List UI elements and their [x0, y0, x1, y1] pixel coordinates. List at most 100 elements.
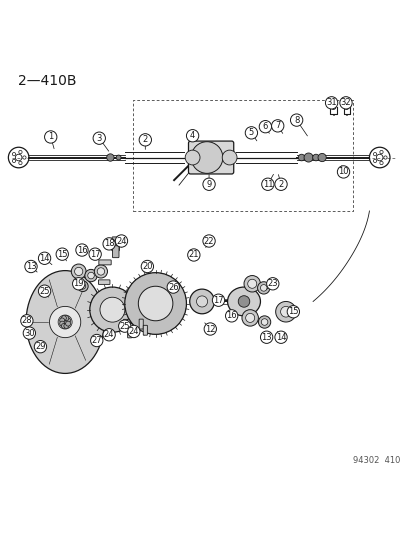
Text: 13: 13 — [26, 262, 36, 271]
Circle shape — [222, 150, 237, 165]
Text: 21: 21 — [188, 251, 199, 260]
Circle shape — [298, 154, 304, 161]
Text: 2—410B: 2—410B — [18, 74, 76, 88]
Circle shape — [77, 281, 88, 292]
Circle shape — [167, 281, 179, 293]
Circle shape — [141, 260, 153, 273]
Circle shape — [185, 150, 199, 165]
Text: 23: 23 — [267, 279, 278, 288]
Circle shape — [90, 334, 103, 346]
Text: 5: 5 — [248, 128, 254, 138]
Text: 11: 11 — [262, 180, 273, 189]
Circle shape — [303, 153, 312, 162]
Circle shape — [247, 279, 256, 288]
Circle shape — [59, 318, 64, 323]
Circle shape — [116, 155, 121, 160]
Circle shape — [186, 130, 198, 142]
FancyBboxPatch shape — [127, 327, 131, 338]
FancyBboxPatch shape — [112, 237, 119, 251]
Text: 28: 28 — [21, 316, 32, 325]
Circle shape — [266, 278, 278, 290]
Circle shape — [287, 305, 299, 318]
Circle shape — [85, 269, 97, 282]
Text: 18: 18 — [104, 239, 114, 248]
Circle shape — [23, 327, 36, 340]
Circle shape — [127, 325, 140, 337]
Circle shape — [274, 331, 287, 343]
Circle shape — [34, 341, 47, 353]
Text: 4: 4 — [190, 131, 195, 140]
Circle shape — [383, 156, 386, 159]
Text: 8: 8 — [293, 116, 299, 125]
Circle shape — [71, 264, 86, 279]
Circle shape — [257, 282, 269, 294]
Circle shape — [312, 154, 318, 161]
Circle shape — [260, 285, 266, 291]
Circle shape — [379, 150, 382, 154]
Circle shape — [100, 297, 125, 322]
Circle shape — [337, 166, 349, 178]
FancyBboxPatch shape — [98, 280, 110, 285]
Circle shape — [191, 142, 222, 173]
Circle shape — [243, 276, 260, 292]
Text: 2: 2 — [278, 180, 283, 189]
Text: 24: 24 — [116, 237, 126, 246]
Circle shape — [280, 306, 291, 317]
Text: 7: 7 — [274, 122, 280, 131]
Text: 13: 13 — [261, 333, 271, 342]
Text: 26: 26 — [168, 282, 178, 292]
Text: 10: 10 — [337, 167, 348, 176]
Circle shape — [50, 306, 81, 337]
Circle shape — [115, 235, 127, 247]
FancyBboxPatch shape — [99, 260, 111, 265]
Text: 16: 16 — [76, 246, 87, 255]
Circle shape — [118, 320, 131, 332]
Circle shape — [290, 114, 302, 126]
Circle shape — [261, 319, 267, 325]
Text: 15: 15 — [57, 249, 67, 259]
Circle shape — [97, 268, 104, 275]
Circle shape — [59, 321, 64, 326]
Circle shape — [94, 265, 107, 278]
Circle shape — [66, 321, 70, 326]
Circle shape — [237, 296, 249, 307]
Circle shape — [379, 161, 382, 165]
Text: 12: 12 — [204, 325, 215, 334]
Circle shape — [212, 294, 224, 306]
Circle shape — [38, 285, 51, 297]
Circle shape — [275, 302, 296, 322]
Text: 27: 27 — [91, 336, 102, 345]
Circle shape — [245, 313, 254, 322]
Text: 32: 32 — [340, 98, 351, 107]
Circle shape — [138, 286, 173, 321]
Text: 25: 25 — [39, 287, 50, 296]
Circle shape — [317, 154, 325, 161]
Text: 14: 14 — [39, 254, 50, 263]
Text: 2: 2 — [142, 135, 147, 144]
Circle shape — [271, 120, 283, 132]
Circle shape — [241, 310, 258, 326]
Text: 17: 17 — [213, 296, 223, 305]
Text: 19: 19 — [73, 279, 84, 288]
Circle shape — [202, 178, 215, 190]
Text: 30: 30 — [24, 329, 35, 337]
Circle shape — [343, 104, 348, 109]
Ellipse shape — [26, 271, 104, 374]
FancyBboxPatch shape — [139, 319, 143, 329]
Circle shape — [90, 287, 135, 332]
Circle shape — [64, 324, 69, 328]
Circle shape — [225, 310, 237, 322]
Circle shape — [21, 314, 33, 327]
Ellipse shape — [227, 287, 260, 316]
Circle shape — [244, 127, 257, 139]
Circle shape — [89, 248, 101, 260]
Text: 22: 22 — [203, 237, 214, 246]
Text: 94302  410: 94302 410 — [352, 456, 399, 465]
Circle shape — [187, 249, 199, 261]
Text: 15: 15 — [287, 307, 298, 316]
Circle shape — [12, 152, 16, 156]
Circle shape — [339, 96, 351, 109]
Circle shape — [124, 273, 186, 334]
Text: 1: 1 — [48, 133, 53, 141]
FancyBboxPatch shape — [112, 246, 119, 257]
